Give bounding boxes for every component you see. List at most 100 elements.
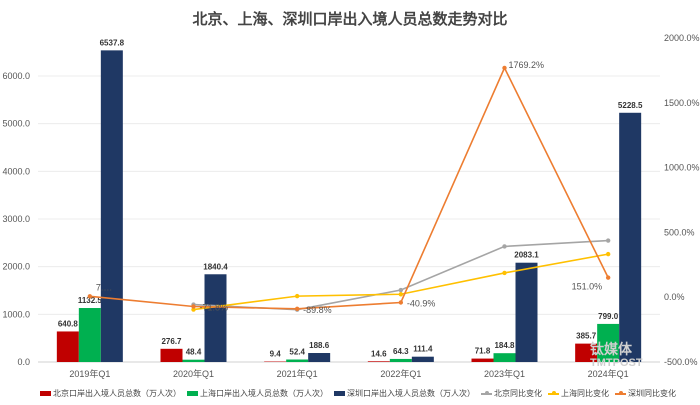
watermark-subtext: TMTPOST	[590, 357, 643, 369]
bar-data-label: 1840.4	[203, 262, 228, 271]
legend-item: 深圳口岸出入境人员总数（万人次）	[334, 388, 475, 399]
line-point	[605, 238, 611, 243]
legend-label: 上海同比变化	[561, 389, 609, 398]
y2-tick-label: -500.0%	[664, 357, 698, 367]
x-tick-label: 2024年Q1	[588, 368, 629, 379]
bar-data-label: 14.6	[371, 349, 387, 358]
legend: 北京口岸出入境人员总数（万人次） 上海口岸出入境人员总数（万人次） 深圳口岸出入境人…	[40, 388, 690, 399]
bar-data-label: 2083.1	[514, 251, 539, 260]
bar	[78, 308, 101, 362]
legend-label: 深圳同比变化	[628, 389, 676, 398]
y2-tick-label: 2000.0%	[664, 33, 700, 43]
legend-item: 上海同比变化	[548, 388, 609, 399]
line-data-label: 1769.2%	[509, 60, 545, 70]
line-point	[502, 270, 507, 276]
bar-data-label: 184.8	[494, 341, 515, 350]
line-point	[398, 300, 404, 305]
bar-data-label: 52.4	[289, 348, 305, 357]
bar-data-label: 9.4	[270, 350, 282, 359]
chart-canvas: 0.0 1000.0 2000.0 3000.0 4000.0 5000.0 6000.0 -…	[2, 33, 700, 379]
bar-data-label: 111.4	[413, 345, 433, 354]
bar	[56, 331, 79, 362]
bar	[389, 358, 412, 362]
legend-swatch	[187, 391, 198, 396]
line-point	[398, 287, 404, 293]
line-point	[294, 306, 300, 312]
bar	[575, 343, 598, 362]
bar	[204, 274, 227, 362]
line-point	[191, 304, 196, 309]
bar-data-label: 48.4	[186, 348, 202, 357]
line-point	[191, 307, 196, 312]
line-data-label: 151.0%	[572, 282, 603, 292]
bar	[471, 358, 494, 362]
line-point	[605, 251, 611, 257]
series-line	[89, 66, 609, 310]
x-tick-label: 2019年Q1	[69, 368, 110, 379]
bar	[619, 112, 642, 362]
legend-item: 深圳同比变化	[615, 388, 676, 399]
bar	[515, 262, 538, 362]
legend-label: 北京同比变化	[494, 389, 542, 398]
x-tick-label: 2022年Q1	[380, 368, 421, 379]
legend-label: 上海口岸出入境人员总数（万人次）	[200, 389, 328, 398]
line-data-label: 7.…	[96, 282, 113, 292]
bar	[493, 353, 516, 362]
bar-data-label: 799.0	[598, 312, 619, 321]
x-tick-label: 2021年Q1	[277, 368, 318, 379]
legend-label: 北京口岸出入境人员总数（万人次）	[53, 389, 181, 398]
y2-tick-label: 1500.0%	[664, 98, 700, 108]
bar	[100, 50, 123, 362]
y-tick-label: 0.0	[17, 357, 30, 367]
line-data-label: -89.8%	[303, 305, 332, 315]
line-point	[605, 275, 611, 280]
bar-data-label: 276.7	[161, 337, 182, 346]
bar-data-label: 5228.5	[618, 101, 643, 110]
y-tick-label: 3000.0	[2, 214, 30, 224]
y-tick-label: 1000.0	[2, 309, 30, 319]
legend-item: 上海口岸出入境人员总数（万人次）	[187, 388, 328, 399]
legend-item: 北京同比变化	[481, 388, 542, 399]
bar-data-label: 64.3	[393, 347, 409, 356]
legend-line-marker	[481, 391, 492, 395]
watermark-text: 钛媒体	[590, 341, 632, 357]
line-point	[87, 294, 93, 299]
y-tick-label: 6000.0	[2, 71, 30, 81]
x-tick-label: 2020年Q1	[173, 368, 214, 379]
watermark-logo: 钛媒体 TMTPOST	[590, 342, 643, 370]
bar-data-label: 1132.5	[78, 296, 103, 305]
legend-swatch	[334, 391, 345, 396]
y2-tick-label: 1000.0%	[664, 163, 700, 173]
legend-swatch	[40, 391, 51, 396]
series-line	[193, 239, 609, 311]
y-tick-label: 4000.0	[2, 166, 30, 176]
chart-title: 北京、上海、深圳口岸出入境人员总数走势对比	[192, 11, 508, 28]
bar	[160, 348, 183, 362]
legend-label: 深圳口岸出入境人员总数（万人次）	[347, 389, 475, 398]
line-point	[502, 65, 507, 71]
legend-line-marker	[615, 391, 626, 395]
bar	[597, 323, 620, 362]
bar-data-label: 71.8	[475, 347, 491, 356]
bar	[308, 353, 331, 362]
y2-tick-label: 500.0%	[664, 227, 695, 237]
bar-data-label: 6537.8	[100, 38, 125, 47]
line-point	[294, 293, 300, 299]
bar	[286, 359, 309, 362]
bar	[182, 359, 205, 362]
y-tick-label: 2000.0	[2, 262, 30, 272]
bar	[367, 361, 390, 362]
bar	[411, 356, 434, 362]
line-point	[502, 244, 507, 249]
line-point	[398, 292, 404, 297]
bar-data-label: 640.8	[58, 319, 79, 328]
legend-item: 北京口岸出入境人员总数（万人次）	[40, 388, 181, 399]
legend-line-marker	[548, 391, 559, 395]
y-tick-label: 5000.0	[2, 119, 30, 129]
line-data-label: -71.8%	[200, 303, 229, 313]
bar-data-label: 385.7	[576, 332, 597, 341]
x-tick-label: 2023年Q1	[484, 368, 525, 379]
y2-tick-label: 0.0%	[664, 292, 685, 302]
line-data-label: -40.9%	[407, 299, 436, 309]
bar-data-label: 188.6	[309, 341, 330, 350]
